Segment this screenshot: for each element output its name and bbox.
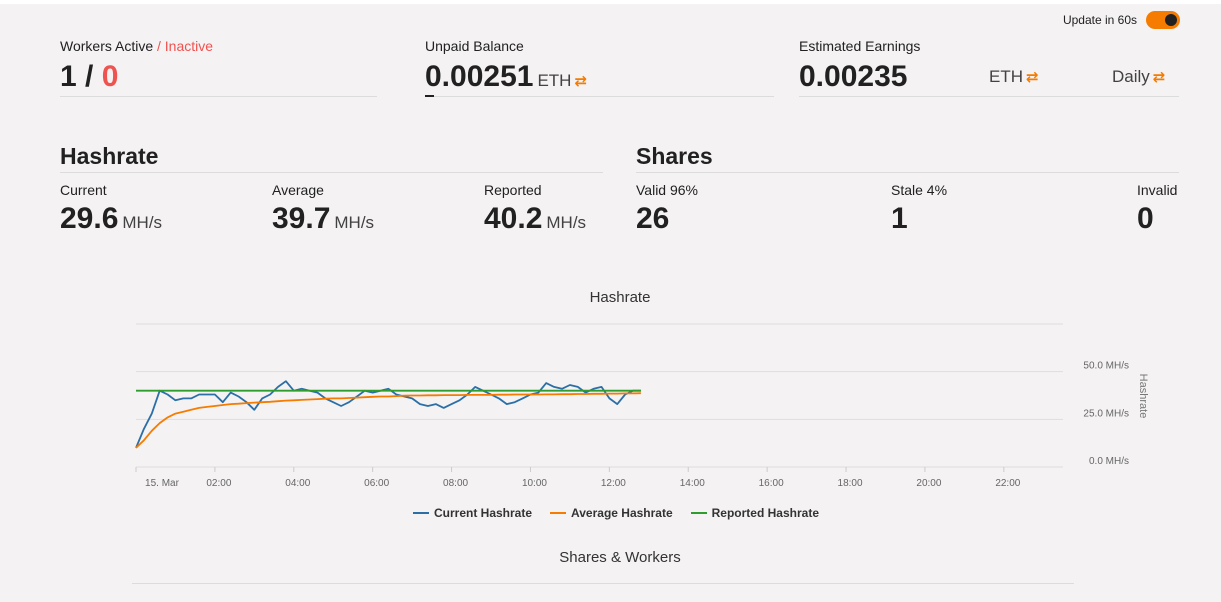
hashrate-heading: Hashrate (60, 143, 603, 173)
unpaid-balance-stat: Unpaid Balance 0.00251 ETH ⇄ (425, 38, 774, 97)
valid-shares-label: Valid 96% (636, 182, 699, 198)
average-hashrate-metric: Average 39.7 MH/s (272, 182, 374, 235)
x-tick-label: 10:00 (522, 478, 547, 489)
y-tick-label: 50.0 MH/s (1083, 361, 1129, 372)
current-hashrate-number: 29.6 (60, 202, 119, 235)
workers-label: Workers Active / Inactive (60, 38, 377, 54)
average-hashrate-number: 39.7 (272, 202, 331, 235)
legend-label-current: Current Hashrate (434, 506, 533, 520)
reported-hashrate-label: Reported (484, 182, 542, 198)
auto-update: Update in 60s (1063, 11, 1180, 29)
workers-value: 1 / 0 (60, 60, 118, 94)
stale-shares-value: 1 (891, 202, 908, 235)
workers-inactive-count: 0 (101, 60, 119, 93)
top-bar (0, 0, 1221, 4)
chart-legend: Current Hashrate Average Hashrate Report… (413, 506, 819, 520)
y-axis-title: Hashrate (1137, 374, 1149, 419)
shares-workers-divider (132, 583, 1074, 584)
earnings-currency-label: ETH (989, 67, 1023, 86)
legend-label-reported: Reported Hashrate (711, 506, 820, 520)
earnings-period: Daily ⇄ (1112, 67, 1165, 87)
earnings-period-label: Daily (1112, 67, 1150, 86)
invalid-shares-metric: Invalid 0 (1137, 182, 1178, 235)
legend-swatch-reported (690, 512, 707, 514)
unpaid-balance-amount: 0.00251 (425, 60, 534, 93)
invalid-shares-value: 0 (1137, 202, 1154, 235)
x-tick-label: 14:00 (680, 478, 705, 489)
legend-label-average: Average Hashrate (571, 506, 673, 520)
y-tick-label: 25.0 MH/s (1083, 408, 1129, 419)
current-hashrate-value: 29.6 MH/s (60, 202, 162, 236)
workers-active-count: 1 (60, 60, 77, 93)
unpaid-balance-value: 0.00251 ETH ⇄ (425, 60, 587, 94)
estimated-earnings-label: Estimated Earnings (799, 38, 921, 54)
legend-reported-hashrate[interactable]: Reported Hashrate (690, 506, 820, 520)
x-tick-label: 18:00 (838, 478, 863, 489)
x-tick-label: 08:00 (443, 478, 468, 489)
stale-shares-label: Stale 4% (891, 182, 948, 198)
valid-shares-metric: Valid 96% 26 (636, 182, 699, 235)
reported-hashrate-number: 40.2 (484, 202, 543, 235)
average-hashrate-unit: MH/s (334, 213, 375, 232)
workers-stat: Workers Active / Inactive 1 / 0 (60, 38, 377, 97)
current-hashrate-label: Current (60, 182, 107, 198)
estimated-earnings-stat: Estimated Earnings 0.00235 ETH ⇄ Daily ⇄ (799, 38, 1179, 97)
valid-shares-value: 26 (636, 202, 670, 235)
earnings-period-swap-icon[interactable]: ⇄ (1152, 69, 1166, 86)
shares-heading: Shares (636, 143, 1179, 173)
stale-shares-metric: Stale 4% 1 (891, 182, 948, 235)
series-line-current-hashrate (135, 380, 641, 449)
chart-title: Hashrate (589, 289, 651, 306)
invalid-shares-label: Invalid (1137, 182, 1178, 198)
x-tick-label: 12:00 (601, 478, 626, 489)
series-line-average-hashrate (135, 392, 641, 449)
average-hashrate-value: 39.7 MH/s (272, 202, 374, 236)
legend-swatch-average (550, 512, 567, 514)
unpaid-balance-currency: ETH (537, 71, 572, 90)
reported-hashrate-unit: MH/s (546, 213, 587, 232)
x-tick-label: 04:00 (285, 478, 310, 489)
y-tick-label: 0.0 MH/s (1089, 456, 1129, 467)
earnings-currency-swap-icon[interactable]: ⇄ (1026, 69, 1039, 86)
x-tick-label: 20:00 (916, 478, 941, 489)
text-cursor (425, 95, 434, 97)
toggle-knob (1165, 14, 1177, 26)
legend-current-hashrate[interactable]: Current Hashrate (413, 506, 532, 520)
current-hashrate-unit: MH/s (122, 213, 163, 232)
reported-hashrate-metric: Reported 40.2 MH/s (484, 182, 586, 235)
estimated-earnings-value: 0.00235 (799, 60, 908, 93)
reported-hashrate-value: 40.2 MH/s (484, 202, 586, 236)
x-tick-label: 15. Mar (145, 478, 180, 489)
x-tick-label: 02:00 (206, 478, 231, 489)
workers-label-separator: / (153, 38, 165, 54)
unpaid-balance-label: Unpaid Balance (425, 38, 524, 54)
legend-average-hashrate[interactable]: Average Hashrate (550, 506, 673, 520)
currency-swap-icon[interactable]: ⇄ (574, 73, 588, 90)
average-hashrate-label: Average (272, 182, 324, 198)
workers-active-label: Workers Active (60, 38, 154, 54)
earnings-currency: ETH ⇄ (989, 67, 1039, 87)
update-countdown: Update in 60s (1062, 13, 1137, 27)
x-tick-label: 06:00 (364, 478, 389, 489)
shares-workers-title: Shares & Workers (559, 549, 681, 566)
auto-update-toggle[interactable] (1146, 11, 1180, 29)
workers-value-separator: / (76, 60, 102, 93)
current-hashrate-metric: Current 29.6 MH/s (60, 182, 162, 235)
legend-swatch-current (413, 512, 429, 514)
workers-inactive-label[interactable]: Inactive (164, 38, 214, 54)
x-tick-label: 22:00 (995, 478, 1020, 489)
x-tick-label: 16:00 (759, 478, 784, 489)
